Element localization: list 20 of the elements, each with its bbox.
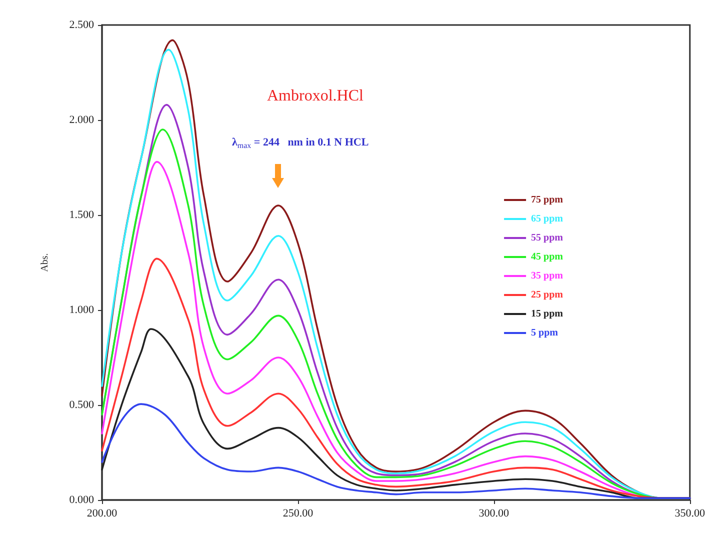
legend-label: 55 ppm xyxy=(531,232,564,244)
y-tick-label: 2.000 xyxy=(69,114,94,126)
y-tick-label: 0.000 xyxy=(69,494,94,506)
legend-label: 65 ppm xyxy=(531,214,564,224)
legend-label: 75 ppm xyxy=(531,194,564,206)
legend-label: 45 ppm xyxy=(531,252,564,262)
legend-label: 15 ppm xyxy=(531,308,564,320)
text: Ambroxol.HCl xyxy=(267,88,364,104)
x-tick-label: 250.00 xyxy=(282,508,314,520)
x-tick-label: 200.00 xyxy=(86,508,118,520)
x-tick-label: 300.00 xyxy=(478,508,510,520)
y-tick-label: 0.500 xyxy=(69,399,94,411)
y-tick-label: 1.500 xyxy=(69,209,94,221)
y-tick-label: 1.000 xyxy=(69,304,94,316)
y-tick-label: 2.500 xyxy=(69,19,94,31)
x-tick-label: 350.00 xyxy=(674,508,706,520)
legend-label: 35 ppm xyxy=(531,270,564,282)
legend-label: 5 ppm xyxy=(531,328,559,338)
y-axis-title: Abs. xyxy=(40,253,50,272)
legend-label: 25 ppm xyxy=(531,290,564,300)
